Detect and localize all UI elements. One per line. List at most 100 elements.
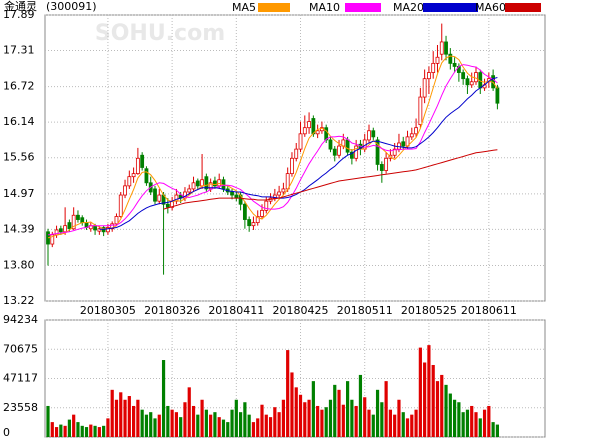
candle-body [76,214,80,220]
candle-body [324,127,329,141]
volume-bar [127,396,131,437]
candle-body [452,62,457,67]
volume-bar [221,419,226,437]
candle-body [277,191,282,196]
x-tick-label: 20180411 [208,304,264,317]
y-tick-label: 14.97 [3,187,35,200]
volume-bar [97,427,101,437]
volume-bar [380,402,384,437]
volume-bar [67,419,71,437]
candle-body [332,148,337,156]
legend-swatch [423,3,478,12]
volume-bar [495,424,499,437]
volume-bar [435,381,440,437]
candle-body [354,145,359,159]
volume-bar [234,399,238,437]
x-tick-label: 20180611 [461,304,517,317]
volume-bar [311,381,315,437]
candle-body [191,182,196,190]
volume-bar [140,409,144,437]
volume-bar [457,402,461,437]
candle-body [337,145,341,156]
volume-bar [384,381,388,437]
volume-bar [119,392,123,437]
volume-bar [106,418,110,437]
candle-body [375,139,380,165]
legend-swatch [345,3,381,12]
candle-body [93,225,97,231]
candle-body [50,234,55,245]
volume-bar [410,414,414,437]
candle-body [448,53,453,64]
volume-bar [320,409,324,437]
volume-bar [161,360,166,437]
volume-bar [217,417,221,437]
candle-body [80,217,85,224]
volume-bar [209,414,213,437]
volume-bar [350,399,354,437]
volume-bar [144,414,149,437]
volume-bar [46,405,50,437]
candle-body [208,182,213,190]
candle-body [418,96,423,126]
volume-bar [346,381,350,437]
volume-bar [268,417,273,437]
volume-bar [401,412,405,437]
candle-body [187,188,192,193]
volume-bar [80,425,84,437]
volume-bar [448,393,452,437]
candle-body [315,130,320,135]
volume-bar [264,414,268,437]
volume-bar [431,364,435,437]
volume-bar [414,409,418,437]
candle-body [165,203,170,208]
volume-bar [453,399,457,437]
candle-body [135,157,140,175]
candle-body [414,127,418,135]
x-tick-label: 20180511 [337,304,393,317]
legend-label: MA10 [309,1,340,14]
candle-body [495,87,500,104]
volume-bar [427,345,431,437]
volume-bar [204,409,208,437]
candle-body [290,157,294,175]
y-tick-label: 14.39 [3,222,35,235]
candle-body [439,41,444,55]
candle-body [195,180,200,187]
candle-body [110,223,115,230]
y-tick-label: 13.22 [3,294,35,307]
volume-tick-label: 47117 [3,372,38,385]
volume-bar [114,399,119,437]
y-tick-label: 17.89 [3,8,35,21]
y-tick-label: 13.80 [3,258,35,271]
volume-bar [136,399,140,437]
ma-line [163,149,498,210]
volume-bar [54,427,59,437]
volume-bar [444,384,448,437]
candle-body [474,72,478,83]
volume-bar [491,422,495,437]
volume-bar [187,387,191,437]
candle-body [328,139,333,150]
ma-line [47,55,498,239]
volume-bar [354,405,358,437]
candle-body [230,191,234,196]
volume-bar [260,404,264,437]
x-tick-label: 20180425 [273,304,329,317]
candle-body [106,227,110,233]
volume-bar [149,412,153,437]
candle-body [63,225,68,233]
volume-bar [179,417,183,437]
volume-bar [213,412,217,437]
candle-body [174,194,179,202]
candle-body [213,180,217,187]
volume-bar [328,399,333,437]
candle-body [127,176,132,187]
volume-bar [170,409,174,437]
volume-bar [393,414,397,437]
volume-bar [277,412,281,437]
candle-body [242,203,247,220]
candle-body [444,41,448,55]
candle-body [427,72,431,80]
